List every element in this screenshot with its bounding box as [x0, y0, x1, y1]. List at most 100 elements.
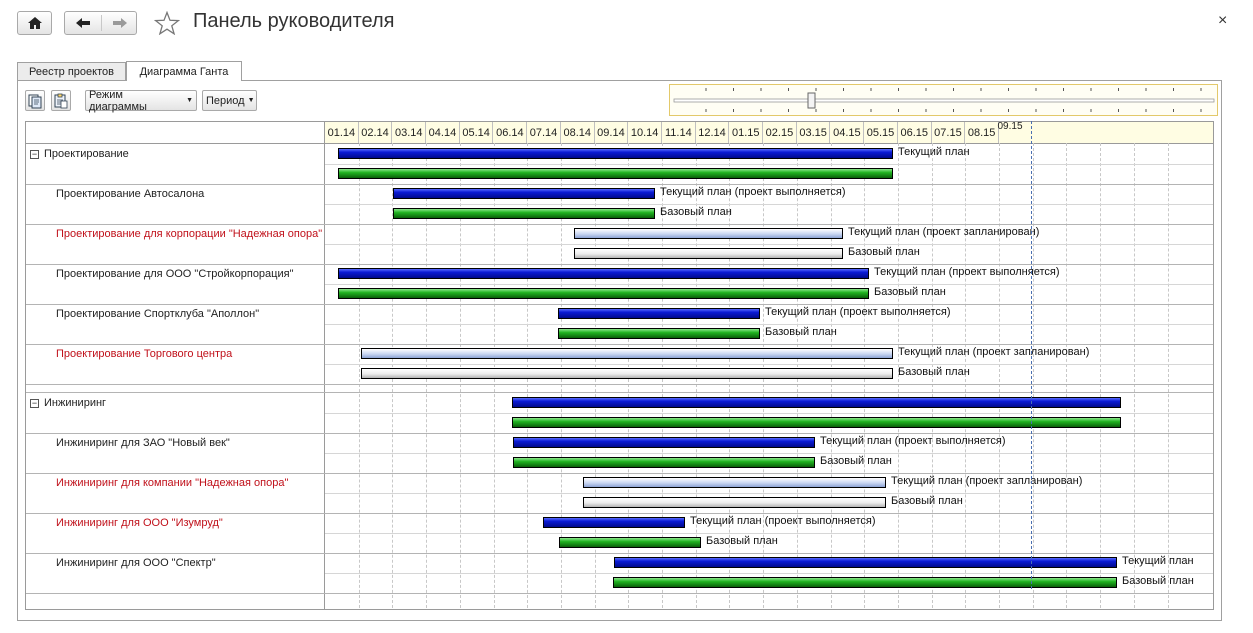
period-dropdown[interactable]: Период ▼ — [202, 90, 257, 111]
current-plan-bar[interactable] — [558, 308, 760, 319]
gantt-project-name[interactable]: Проектирование Спортклуба "Аполлон" — [56, 308, 260, 320]
gantt-project-name[interactable]: Инжиниринг для ООО "Изумруд" — [56, 517, 223, 529]
home-button[interactable] — [17, 11, 52, 35]
base-plan-bar[interactable] — [559, 537, 701, 548]
base-plan-bar[interactable] — [574, 248, 843, 259]
current-plan-label: Текущий план — [898, 146, 970, 158]
timeline-month: 01.15 — [729, 122, 764, 143]
timeline-month: 08.14 — [560, 122, 595, 143]
gantt-project-name[interactable]: Проектирование Торгового центра — [56, 348, 233, 360]
current-plan-label: Текущий план — [1122, 555, 1194, 567]
base-plan-label: Базовый план — [820, 455, 892, 467]
current-plan-bar[interactable] — [543, 517, 685, 528]
arrow-left-icon — [76, 18, 90, 28]
current-plan-label: Текущий план (проект выполняется) — [660, 186, 846, 198]
base-plan-bar[interactable] — [361, 368, 893, 379]
tab-project-registry[interactable]: Реестр проектов — [17, 62, 126, 81]
page-title: Панель руководителя — [193, 10, 395, 32]
current-plan-bar[interactable] — [512, 397, 1121, 408]
timeline-month: 09.14 — [594, 122, 629, 143]
gantt-group-name[interactable]: Инжиниринг — [44, 397, 107, 409]
current-plan-label: Текущий план (проект выполняется) — [874, 266, 1060, 278]
base-plan-bar[interactable] — [338, 168, 893, 179]
slider-thumb[interactable] — [807, 92, 816, 109]
chevron-down-icon: ▼ — [186, 97, 193, 104]
base-plan-label: Базовый план — [765, 326, 837, 338]
current-plan-bar[interactable] — [614, 557, 1117, 568]
gantt-project-name[interactable]: Проектирование для корпорации "Надежная … — [56, 228, 323, 240]
collapse-toggle[interactable]: − — [30, 398, 39, 408]
gantt-project-name[interactable]: Проектирование Автосалона — [56, 188, 205, 200]
base-plan-bar[interactable] — [613, 577, 1117, 588]
timeline-month: 04.14 — [426, 122, 460, 143]
current-plan-label: Текущий план (проект запланирован) — [891, 475, 1083, 487]
base-plan-bar[interactable] — [512, 417, 1121, 428]
current-plan-bar[interactable] — [583, 477, 886, 488]
base-plan-label: Базовый план — [660, 206, 732, 218]
base-plan-label: Базовый план — [891, 495, 963, 507]
timeline-month: 04.15 — [830, 122, 865, 143]
document-copy-icon — [28, 94, 42, 108]
tab-gantt-chart[interactable]: Диаграмма Ганта — [126, 61, 242, 82]
current-plan-bar[interactable] — [338, 148, 893, 159]
copy-button[interactable] — [25, 90, 45, 111]
diagram-mode-dropdown[interactable]: Режим диаграммы ▼ — [85, 88, 197, 113]
gantt-chart: 01.14 02.14 03.14 04.14 05.14 06.14 07.14 08.14… — [25, 121, 1214, 610]
base-plan-label: Базовый план — [848, 246, 920, 258]
current-plan-label: Текущий план (проект выполняется) — [690, 515, 876, 527]
timeline-month: 06.14 — [493, 122, 528, 143]
base-plan-label: Базовый план — [706, 535, 778, 547]
arrow-right-icon — [113, 18, 127, 28]
timeline-month: 08.15 — [965, 122, 999, 143]
timeline-month: 07.15 — [931, 122, 966, 143]
timeline-month: 03.15 — [796, 122, 831, 143]
back-button[interactable] — [65, 12, 101, 34]
collapse-toggle[interactable]: − — [30, 149, 39, 159]
history-nav — [64, 11, 137, 35]
paste-button[interactable] — [51, 90, 71, 111]
timeline-month: 02.15 — [763, 122, 797, 143]
period-label: Период — [206, 94, 245, 107]
current-plan-label: Текущий план (проект запланирован) — [848, 226, 1040, 238]
current-plan-label: Текущий план (проект выполняется) — [820, 435, 1006, 447]
timeline-month: 02.14 — [358, 122, 393, 143]
timeline-month: 01.14 — [325, 122, 359, 143]
base-plan-label: Базовый план — [898, 366, 970, 378]
gantt-project-name[interactable]: Инжиниринг для ЗАО "Новый век" — [56, 437, 230, 449]
close-icon[interactable]: × — [1218, 12, 1228, 29]
base-plan-label: Базовый план — [1122, 575, 1194, 587]
timeline-month: 10.14 — [628, 122, 662, 143]
timeline-month: 07.14 — [527, 122, 561, 143]
current-plan-label: Текущий план (проект запланирован) — [898, 346, 1090, 358]
names-header — [26, 122, 324, 144]
base-plan-label: Базовый план — [874, 286, 946, 298]
base-plan-bar[interactable] — [393, 208, 655, 219]
diagram-mode-label: Режим диаграммы — [89, 88, 147, 113]
scale-slider[interactable] — [669, 84, 1229, 116]
timeline-month: 06.15 — [897, 122, 932, 143]
gantt-group-name[interactable]: Проектирование — [44, 148, 129, 160]
gantt-project-name[interactable]: Проектирование для ООО "Стройкорпорация" — [56, 268, 294, 280]
current-plan-bar[interactable] — [361, 348, 893, 359]
current-plan-bar[interactable] — [338, 268, 869, 279]
current-plan-bar[interactable] — [574, 228, 843, 239]
gantt-project-name[interactable]: Инжиниринг для компании "Надежная опора" — [56, 477, 289, 489]
base-plan-bar[interactable] — [513, 457, 815, 468]
current-plan-bar[interactable] — [393, 188, 655, 199]
chevron-down-icon: ▼ — [247, 97, 255, 104]
scale-slider-track — [673, 88, 1229, 112]
timeline-header: 01.14 02.14 03.14 04.14 05.14 06.14 07.14 08.14… — [325, 122, 1213, 144]
timeline-month: 05.14 — [459, 122, 494, 143]
current-plan-bar[interactable] — [513, 437, 815, 448]
document-paste-icon — [54, 93, 68, 108]
timeline-month: 11.14 — [662, 122, 696, 143]
timeline-month: 12.14 — [695, 122, 730, 143]
base-plan-bar[interactable] — [558, 328, 760, 339]
forward-button[interactable] — [102, 12, 138, 34]
current-plan-label: Текущий план (проект выполняется) — [765, 306, 951, 318]
star-icon[interactable] — [154, 11, 180, 35]
base-plan-bar[interactable] — [583, 497, 886, 508]
timeline-month: 05.15 — [864, 122, 898, 143]
base-plan-bar[interactable] — [338, 288, 869, 299]
gantt-project-name[interactable]: Инжиниринг для ООО "Спектр" — [56, 557, 216, 569]
